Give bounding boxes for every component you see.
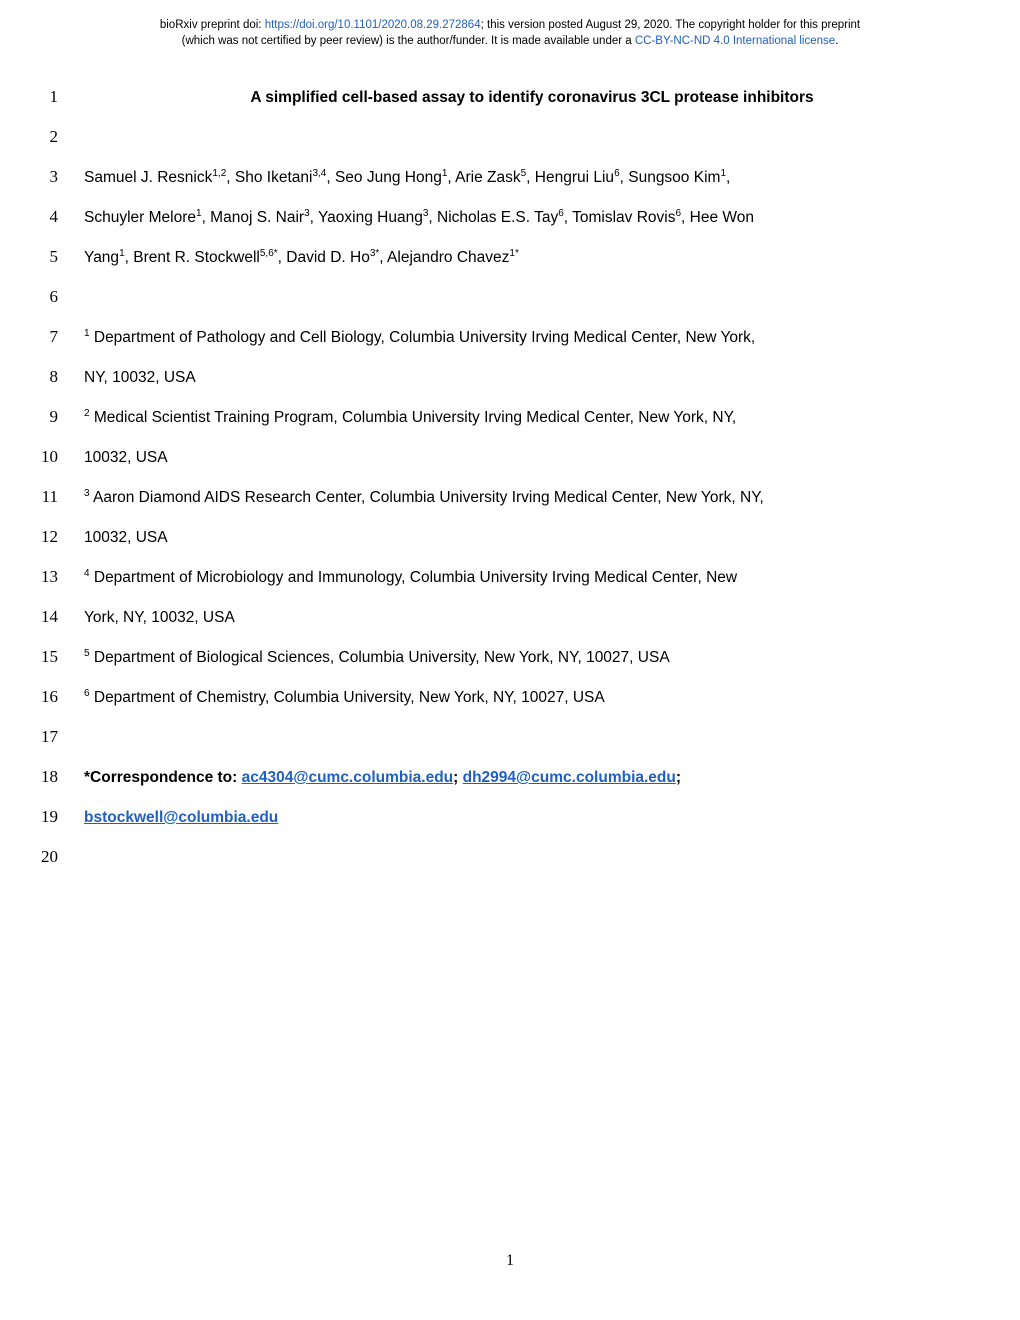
line-9: 9 2 Medical Scientist Training Program, … <box>40 407 950 433</box>
line-number: 5 <box>40 247 84 267</box>
line-number: 4 <box>40 207 84 227</box>
line-15: 15 5 Department of Biological Sciences, … <box>40 647 950 673</box>
line-number: 10 <box>40 447 84 467</box>
header-mid: ; this version posted August 29, 2020. T… <box>481 19 861 31</box>
line-number: 14 <box>40 607 84 627</box>
line-number: 9 <box>40 407 84 427</box>
affiliation-3a: 3 Aaron Diamond AIDS Research Center, Co… <box>84 487 950 510</box>
line-8: 8 NY, 10032, USA <box>40 367 950 393</box>
affiliation-2a: 2 Medical Scientist Training Program, Co… <box>84 407 950 430</box>
line-number: 11 <box>40 487 84 507</box>
line-20: 20 <box>40 847 950 873</box>
manuscript-content: 1 A simplified cell-based assay to ident… <box>0 57 1020 873</box>
line-number: 19 <box>40 807 84 827</box>
line-1: 1 A simplified cell-based assay to ident… <box>40 87 950 113</box>
line-4: 4 Schuyler Melore1, Manoj S. Nair3, Yaox… <box>40 207 950 233</box>
line-number: 20 <box>40 847 84 867</box>
page-number: 1 <box>506 1252 514 1270</box>
affiliation-1a: 1 Department of Pathology and Cell Biolo… <box>84 327 950 350</box>
line-13: 13 4 Department of Microbiology and Immu… <box>40 567 950 593</box>
line-number: 8 <box>40 367 84 387</box>
correspondence-line-2: bstockwell@columbia.edu <box>84 807 950 829</box>
line-number: 6 <box>40 287 84 307</box>
line-2: 2 <box>40 127 950 153</box>
line-number: 17 <box>40 727 84 747</box>
line-number: 18 <box>40 767 84 787</box>
affiliation-3b: 10032, USA <box>84 527 950 549</box>
paper-title: A simplified cell-based assay to identif… <box>84 87 950 109</box>
affiliation-6: 6 Department of Chemistry, Columbia Univ… <box>84 687 950 710</box>
line-number: 2 <box>40 127 84 147</box>
line-12: 12 10032, USA <box>40 527 950 553</box>
authors-line-3: Yang1, Brent R. Stockwell5,6*, David D. … <box>84 247 950 270</box>
correspondence-email-2[interactable]: dh2994@cumc.columbia.edu <box>463 769 676 786</box>
header-prefix: bioRxiv preprint doi: <box>160 19 265 31</box>
correspondence-email-3[interactable]: bstockwell@columbia.edu <box>84 809 278 826</box>
correspondence-email-1[interactable]: ac4304@cumc.columbia.edu <box>242 769 454 786</box>
affiliation-2b: 10032, USA <box>84 447 950 469</box>
header-line2-suffix: . <box>835 35 838 47</box>
line-number: 1 <box>40 87 84 107</box>
line-10: 10 10032, USA <box>40 447 950 473</box>
line-number: 15 <box>40 647 84 667</box>
line-19: 19 bstockwell@columbia.edu <box>40 807 950 833</box>
license-link[interactable]: CC-BY-NC-ND 4.0 International license <box>635 35 835 47</box>
line-number: 16 <box>40 687 84 707</box>
line-5: 5 Yang1, Brent R. Stockwell5,6*, David D… <box>40 247 950 273</box>
preprint-header: bioRxiv preprint doi: https://doi.org/10… <box>0 0 1020 57</box>
affiliation-5: 5 Department of Biological Sciences, Col… <box>84 647 950 670</box>
line-11: 11 3 Aaron Diamond AIDS Research Center,… <box>40 487 950 513</box>
line-14: 14 York, NY, 10032, USA <box>40 607 950 633</box>
authors-line-1: Samuel J. Resnick1,2, Sho Iketani3,4, Se… <box>84 167 950 190</box>
line-17: 17 <box>40 727 950 753</box>
line-number: 3 <box>40 167 84 187</box>
header-line2-prefix: (which was not certified by peer review)… <box>182 35 635 47</box>
line-6: 6 <box>40 287 950 313</box>
line-16: 16 6 Department of Chemistry, Columbia U… <box>40 687 950 713</box>
line-18: 18 *Correspondence to: ac4304@cumc.colum… <box>40 767 950 793</box>
authors-line-2: Schuyler Melore1, Manoj S. Nair3, Yaoxin… <box>84 207 950 230</box>
line-number: 7 <box>40 327 84 347</box>
line-number: 13 <box>40 567 84 587</box>
line-7: 7 1 Department of Pathology and Cell Bio… <box>40 327 950 353</box>
line-number: 12 <box>40 527 84 547</box>
affiliation-1b: NY, 10032, USA <box>84 367 950 389</box>
affiliation-4b: York, NY, 10032, USA <box>84 607 950 629</box>
line-3: 3 Samuel J. Resnick1,2, Sho Iketani3,4, … <box>40 167 950 193</box>
doi-link[interactable]: https://doi.org/10.1101/2020.08.29.27286… <box>265 19 481 31</box>
correspondence-line-1: *Correspondence to: ac4304@cumc.columbia… <box>84 767 950 789</box>
affiliation-4a: 4 Department of Microbiology and Immunol… <box>84 567 950 590</box>
